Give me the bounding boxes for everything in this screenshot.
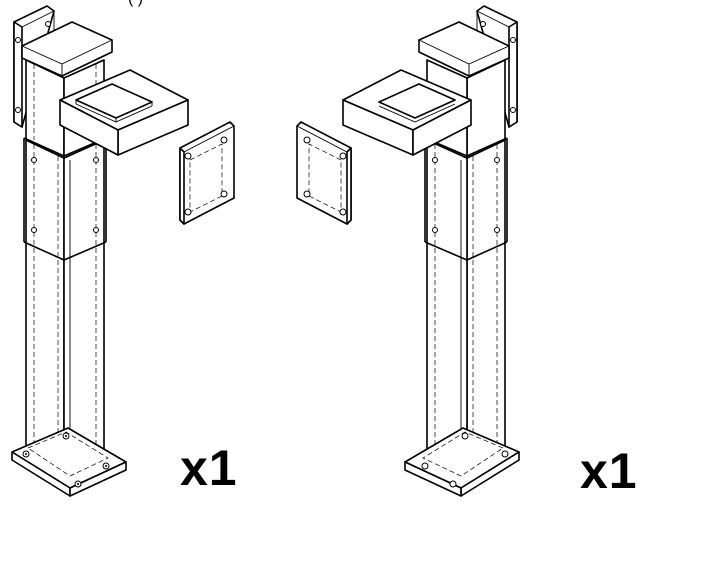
right-post-drawing — [296, 5, 520, 497]
left-post-drawing — [11, 5, 235, 497]
cropped-caption-text: ( ) — [128, 0, 143, 7]
left-rear-plate-edge — [13, 21, 23, 128]
right-quantity-label: x1 — [580, 443, 638, 499]
left-quantity-label: x1 — [180, 440, 238, 496]
left-top-cap — [21, 21, 113, 77]
